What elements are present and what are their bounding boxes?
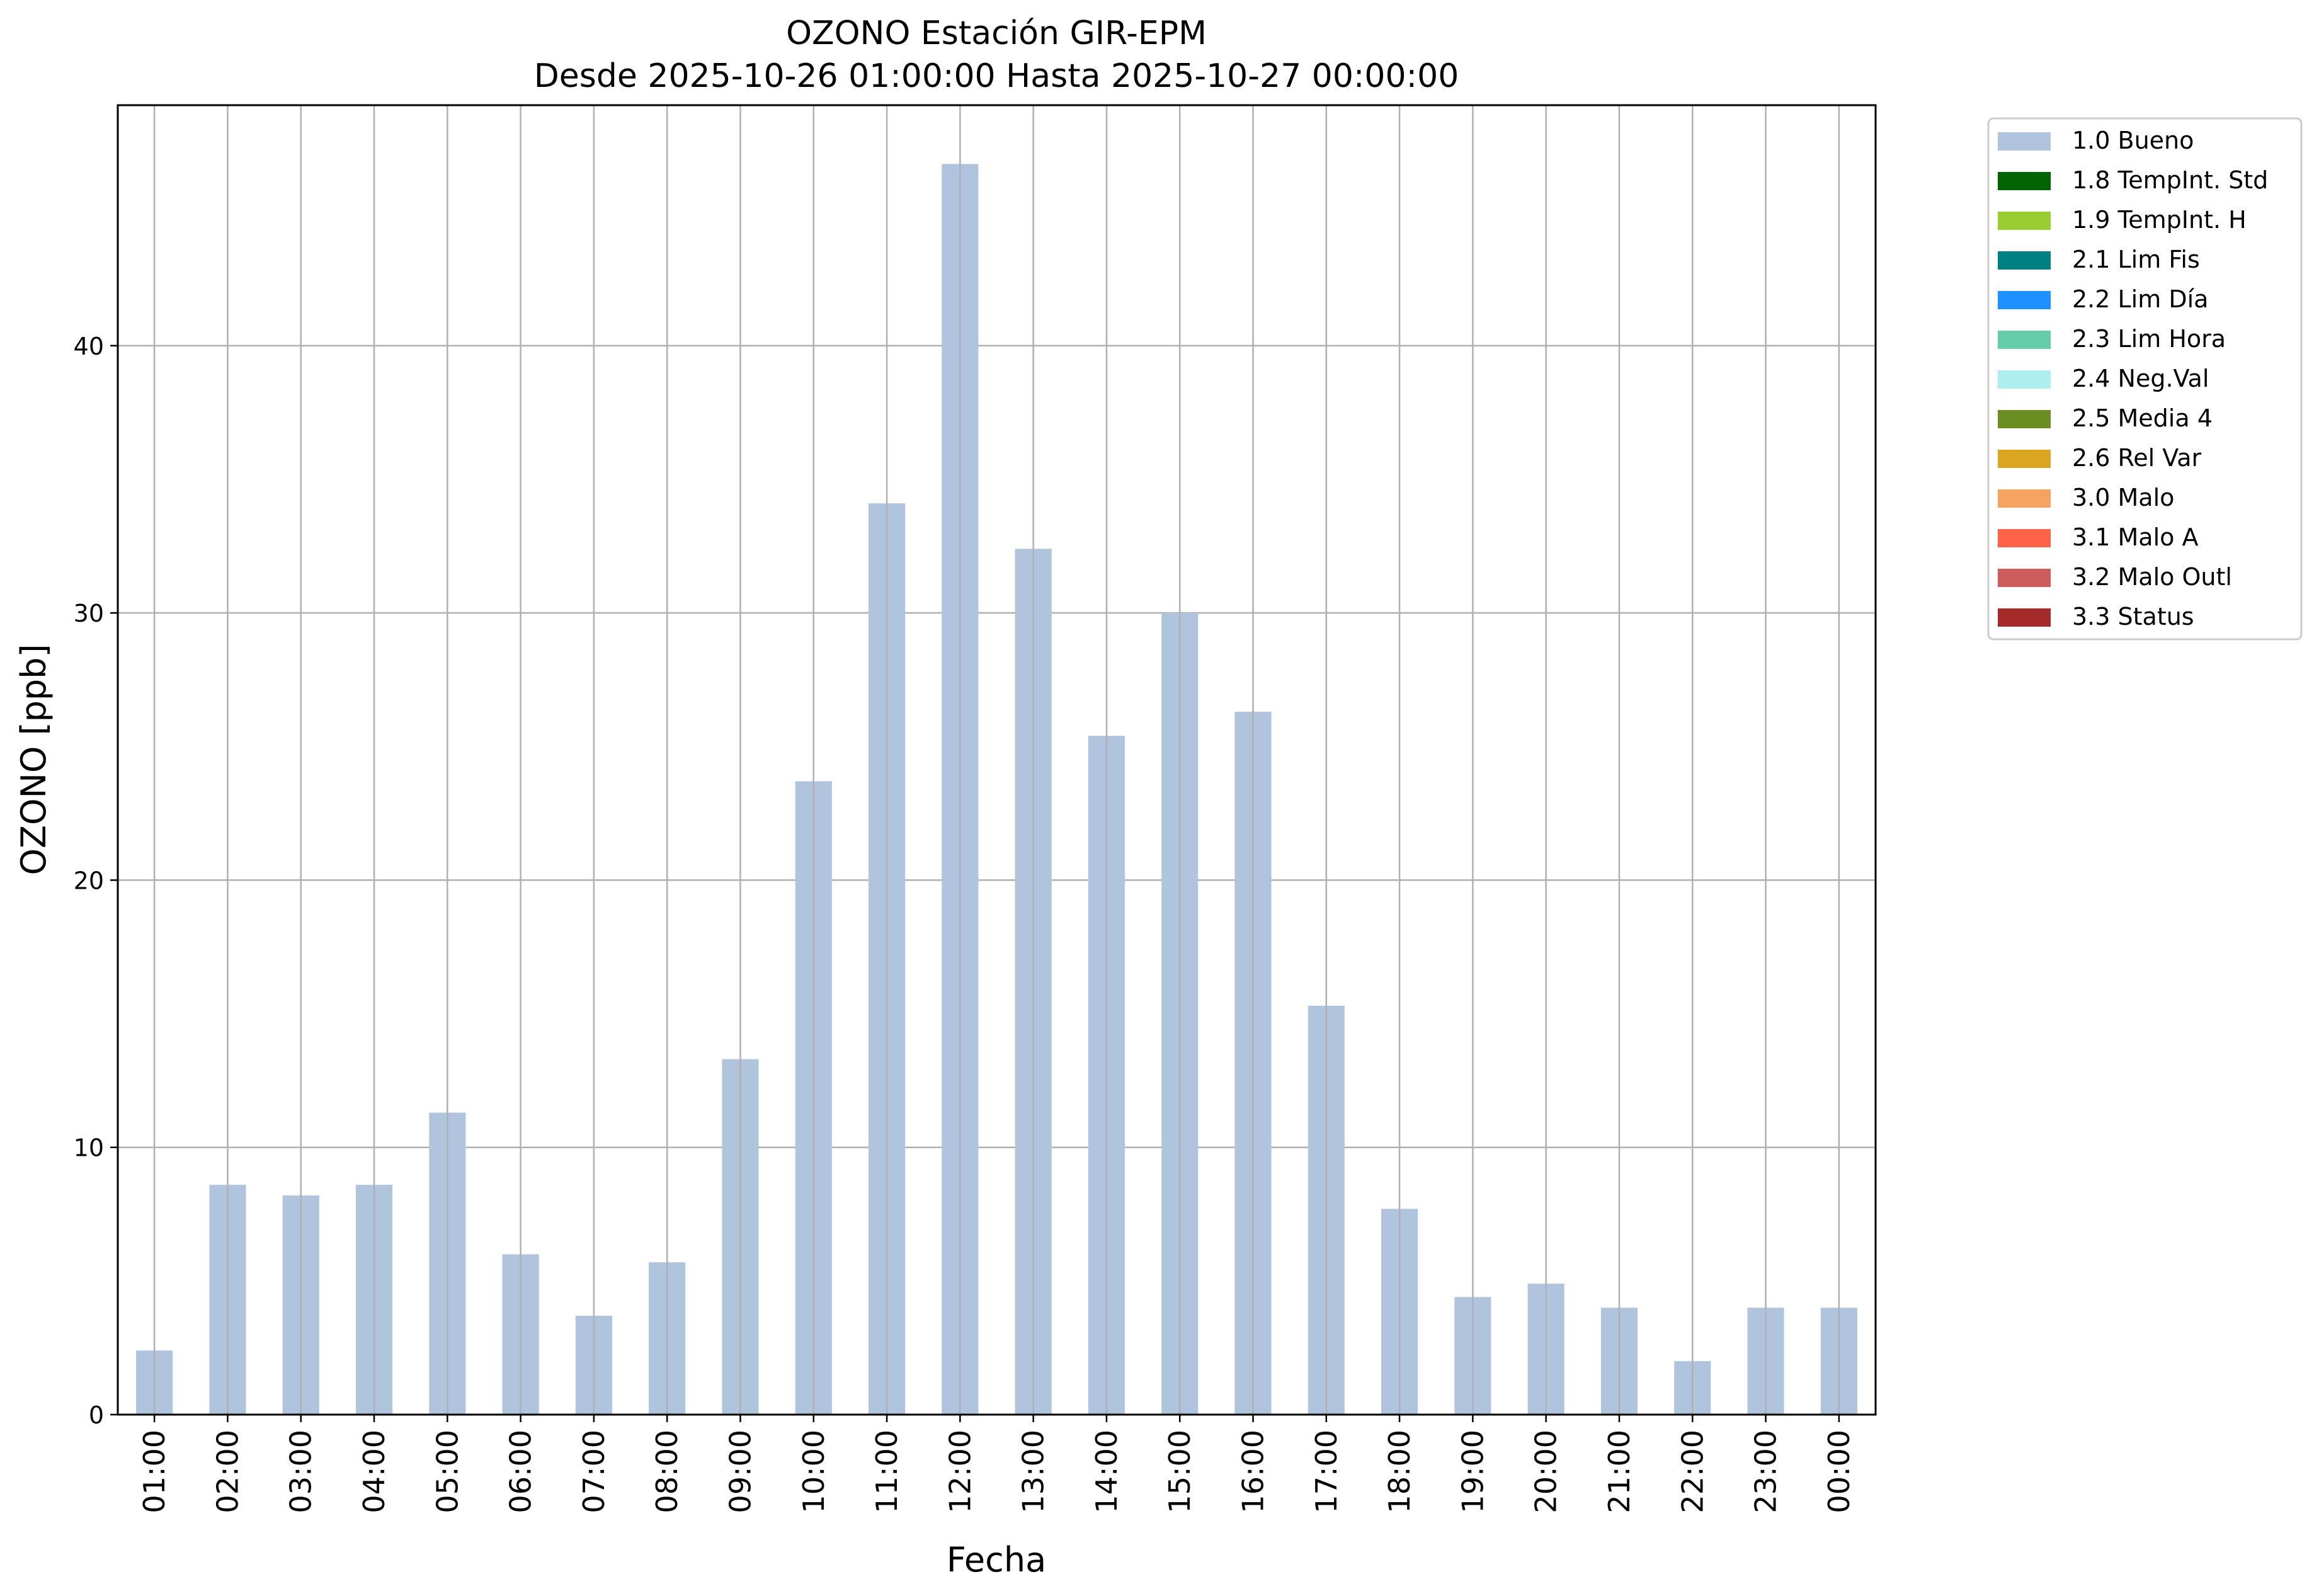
x-tick-label: 02:00 [210,1430,244,1513]
legend-label: 1.8 TempInt. Std [2072,166,2268,194]
x-tick-label: 09:00 [723,1430,757,1513]
legend-swatch [1998,132,2051,151]
legend-label: 1.9 TempInt. H [2072,206,2247,234]
legend-box [1987,117,2303,641]
legend-swatch [1998,331,2051,349]
x-tick-label: 07:00 [577,1430,611,1513]
y-tick-label: 0 [89,1401,104,1429]
legend-swatch [1998,608,2051,627]
y-axis-label: OZONO [ppb] [14,644,54,875]
x-axis-label: Fecha [947,1540,1046,1580]
legend-swatch [1998,569,2051,587]
x-tick-label: 13:00 [1017,1430,1051,1513]
x-tick-label: 00:00 [1822,1430,1856,1513]
vertical-grid [153,105,1840,1415]
x-tick-label: 10:00 [797,1430,831,1513]
x-tick-label: 08:00 [650,1430,684,1513]
chart-subtitle: Desde 2025-10-26 01:00:00 Hasta 2025-10-… [534,57,1459,95]
legend-label: 3.1 Malo A [2072,523,2198,551]
legend-label: 2.6 Rel Var [2072,444,2202,472]
y-tick-label: 20 [74,867,104,894]
x-tick-label: 17:00 [1309,1430,1343,1513]
legend-label: 1.0 Bueno [2072,127,2194,154]
legend-swatch [1998,370,2051,389]
legend-label: 3.0 Malo [2072,484,2174,511]
legend-swatch [1998,172,2051,190]
x-tick-label: 22:00 [1675,1430,1709,1513]
legend-label: 2.1 Lim Fis [2072,246,2200,273]
x-tick-label: 14:00 [1090,1430,1124,1513]
plot-frame [117,104,1877,1416]
x-tick-label: 01:00 [137,1430,171,1513]
chart-title: OZONO Estación GIR-EPM [786,14,1207,52]
bars [136,164,1857,1415]
x-tick-label: 05:00 [430,1430,464,1513]
legend-swatch [1998,450,2051,468]
x-tick-label: 12:00 [943,1430,977,1513]
legend: 1.0 Bueno 1.8 TempInt. Std 1.9 TempInt. H 2… [1987,117,2303,641]
y-tick-label: 10 [74,1134,104,1162]
legend-swatch [1998,251,2051,270]
y-tick-label: 30 [74,600,104,627]
legend-swatch [1998,410,2051,428]
legend-label: 2.3 Lim Hora [2072,325,2226,353]
legend-label: 2.2 Lim Día [2072,285,2208,313]
x-tick-label: 16:00 [1236,1430,1270,1513]
legend-label: 2.5 Media 4 [2072,404,2213,432]
legend-swatch [1998,212,2051,230]
x-tick-label: 03:00 [284,1430,318,1513]
y-axis: 0 10 20 30 40 [74,333,118,1429]
legend-label: 2.4 Neg.Val [2072,365,2209,392]
x-tick-label: 04:00 [357,1430,391,1513]
legend-swatch [1998,489,2051,508]
y-tick-label: 40 [74,333,104,360]
x-tick-label: 20:00 [1529,1430,1563,1513]
x-axis: 01:00 02:00 03:00 04:00 05:00 06:00 07:00 08:00… [137,1415,1856,1513]
x-tick-label: 15:00 [1163,1430,1197,1513]
x-tick-label: 11:00 [870,1430,904,1513]
legend-label: 3.2 Malo Outl [2072,563,2232,591]
x-tick-label: 06:00 [504,1430,538,1513]
x-tick-label: 19:00 [1456,1430,1490,1513]
legend-swatch [1998,291,2051,309]
x-tick-label: 18:00 [1382,1430,1416,1513]
x-tick-label: 23:00 [1749,1430,1783,1513]
x-tick-label: 21:00 [1602,1430,1636,1513]
legend-label: 3.3 Status [2072,603,2194,630]
legend-swatch [1998,529,2051,547]
